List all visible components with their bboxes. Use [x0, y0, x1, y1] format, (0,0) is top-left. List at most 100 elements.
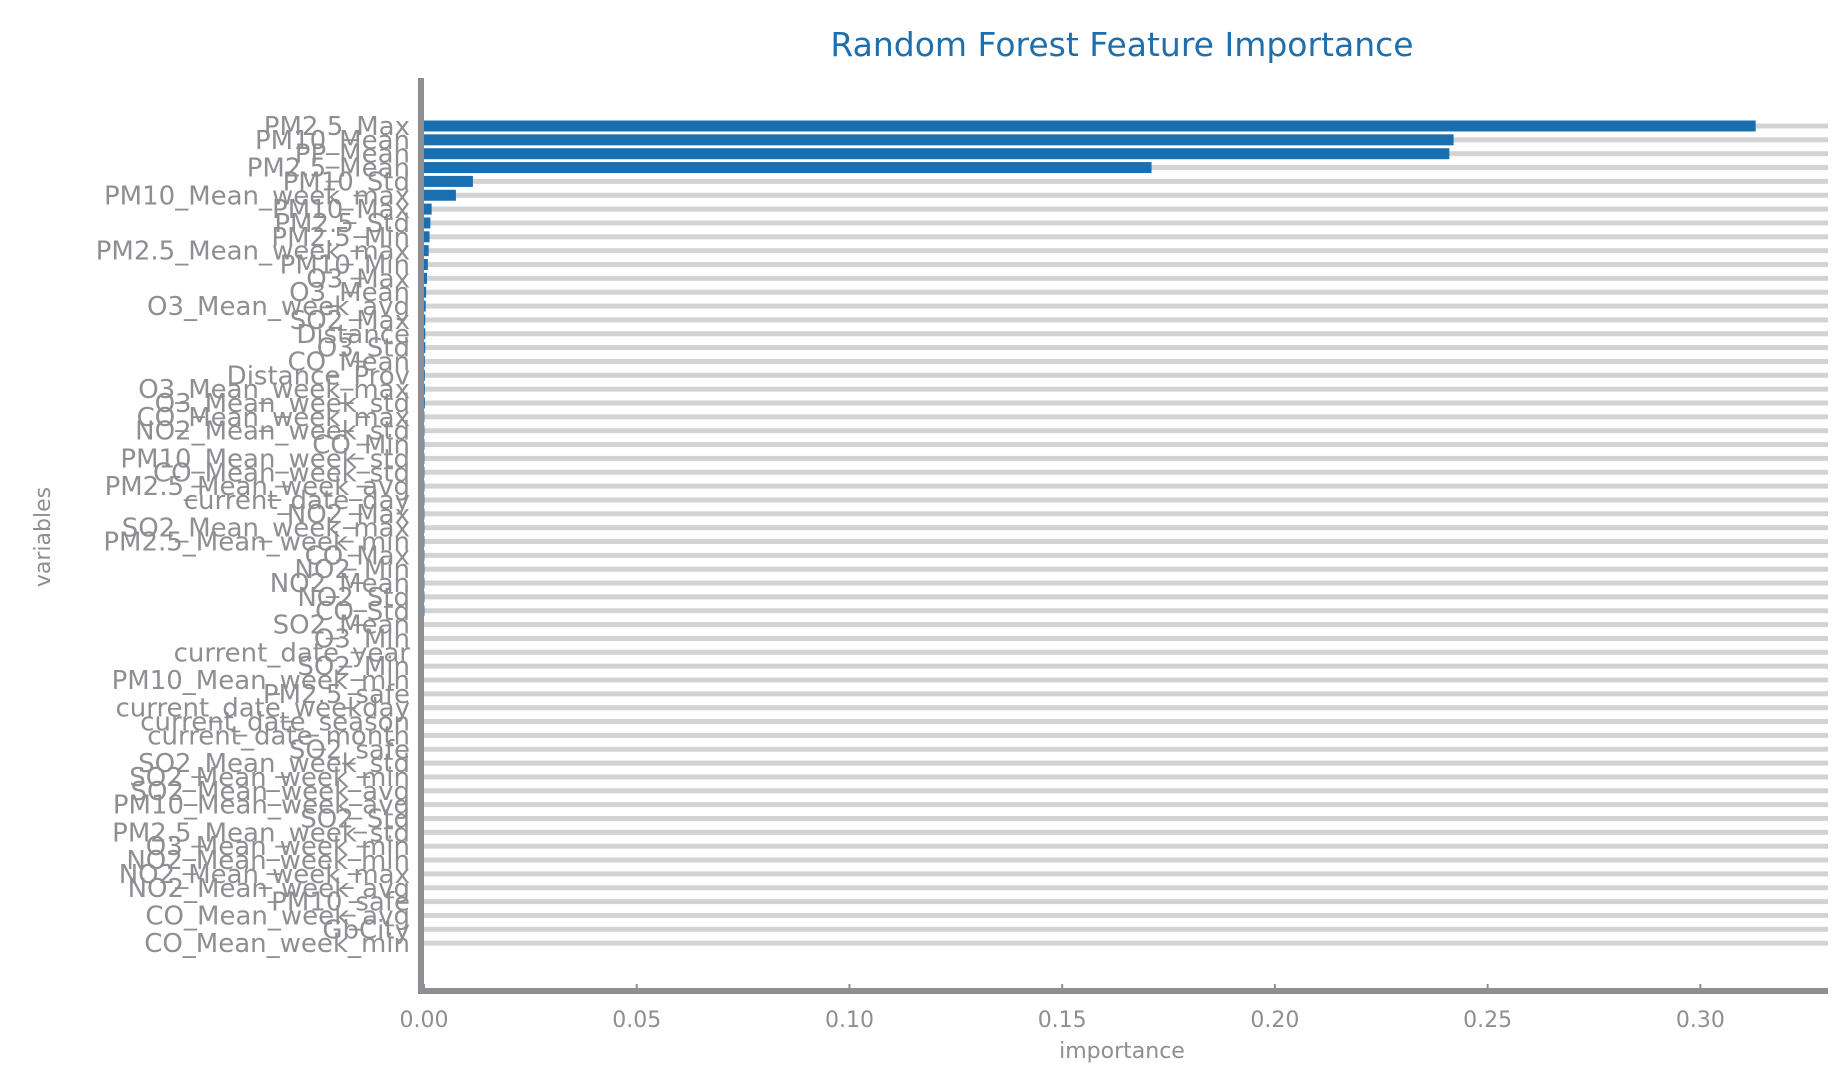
variable-label: PM2.5_Mean: [247, 154, 410, 184]
background-bar: [424, 206, 1828, 212]
background-bar: [424, 719, 1828, 725]
variable-label: NO2_Min: [294, 555, 410, 585]
variable-label: O3_Min: [314, 624, 410, 654]
background-bar: [424, 829, 1828, 835]
background-bar: [424, 622, 1828, 628]
background-bar: [424, 358, 1828, 364]
importance-bar: [424, 397, 425, 409]
variable-label: Distance: [296, 320, 410, 350]
variable-label: GbCity: [322, 915, 410, 945]
variable-label: PM10_Mean_week_avg: [113, 791, 410, 821]
background-bar: [424, 594, 1828, 600]
importance-bars: [424, 120, 1756, 617]
background-bar: [424, 912, 1828, 918]
background-bar: [424, 566, 1828, 572]
variable-label: PM2.5_Mean_week_max: [96, 237, 410, 267]
background-bar: [424, 275, 1828, 281]
variable-label: SO2_Mean: [273, 611, 410, 641]
background-bar: [424, 677, 1828, 683]
background-bar: [424, 760, 1828, 766]
importance-bar: [424, 342, 426, 354]
x-tick-label: 0.10: [825, 1008, 874, 1033]
background-bar: [424, 428, 1828, 434]
background-bar: [424, 802, 1828, 808]
background-bar: [424, 608, 1828, 614]
background-bar: [424, 248, 1828, 254]
importance-bar: [424, 245, 429, 257]
variable-label: SO2_Mean_week_min: [129, 763, 410, 793]
importance-bar: [424, 162, 1152, 174]
variable-label: PM10_Mean: [255, 126, 410, 156]
variable-label: SO2_Max: [290, 306, 410, 336]
background-bar: [424, 469, 1828, 475]
variable-label: current_date_weekday: [115, 694, 410, 724]
variable-label: NO2_Mean: [270, 569, 410, 599]
variable-label: PM2.5_safe: [263, 680, 410, 710]
background-bar: [424, 649, 1828, 655]
variable-label: PM2.5_Min: [271, 223, 410, 253]
variable-label: SO2_Min: [297, 652, 410, 682]
background-bar: [424, 871, 1828, 877]
importance-bar: [424, 259, 428, 270]
background-bar: [424, 234, 1828, 240]
chart-title: Random Forest Feature Importance: [830, 25, 1413, 64]
importance-bar: [424, 369, 425, 381]
variable-label: PM10_Mean_week_max: [104, 181, 410, 211]
variable-label: NO2_Max: [287, 500, 410, 530]
background-bar: [424, 220, 1828, 226]
x-axis-label: importance: [1059, 1039, 1185, 1064]
x-tick-label: 0.05: [612, 1008, 661, 1033]
background-bar: [424, 705, 1828, 711]
variable-label: current_date_year: [174, 638, 411, 668]
variable-label: NO2_Std: [297, 583, 410, 613]
variable-label: PM10_Max: [272, 195, 410, 225]
importance-bar: [424, 355, 425, 367]
background-bar: [424, 289, 1828, 295]
variable-label: SO2_safe: [289, 735, 410, 765]
variable-label: CO_Mean_week_std: [153, 458, 410, 488]
variable-label: PM2.5_Mean_week_std: [112, 818, 410, 848]
variable-label: PM2.5_Std: [274, 209, 410, 239]
background-bar: [424, 414, 1828, 420]
background-bar: [424, 732, 1828, 738]
variable-label: SO2_Mean_week_std: [138, 749, 410, 779]
x-axis-line: [418, 988, 1828, 994]
background-bar: [424, 774, 1828, 780]
background-bar: [424, 899, 1828, 905]
importance-bar: [424, 217, 431, 229]
variable-label: PM10_Mean_week_std: [120, 444, 410, 474]
variable-label: PM10_Std: [283, 167, 410, 197]
x-tick-label: 0.15: [1038, 1008, 1087, 1033]
importance-bar: [424, 328, 426, 340]
importance-bar: [424, 314, 426, 326]
variable-label: PM10_Mean_week_min: [112, 666, 410, 696]
importance-bar: [424, 300, 426, 312]
variable-label: CO_Mean_week_min: [144, 929, 410, 959]
variable-label: NO2_Mean_week_min: [126, 846, 410, 876]
background-bar: [424, 303, 1828, 309]
background-bar: [424, 372, 1828, 378]
background-bar: [424, 455, 1828, 461]
background-bar: [424, 345, 1828, 351]
background-grid-bars: [424, 123, 1828, 946]
importance-bar: [424, 134, 1454, 146]
importance-bar: [424, 120, 1756, 132]
importance-bar: [424, 286, 427, 298]
y-axis-line: [418, 78, 424, 994]
background-bar: [424, 497, 1828, 503]
variable-label: PM2.5_Mean_week_min: [103, 528, 410, 558]
background-bar: [424, 442, 1828, 448]
variable-label: O3_Std: [317, 334, 410, 364]
variable-label: CO_Max: [305, 541, 410, 571]
importance-bar: [424, 203, 432, 215]
variable-label: O3_Mean_week_max: [138, 375, 410, 405]
variable-label: CO_Std: [315, 597, 410, 627]
variable-label: PM2.5_Mean_week_avg: [105, 472, 410, 502]
variable-label: CO_Mean_week_avg: [145, 901, 410, 931]
background-bar: [424, 843, 1828, 849]
x-tick-label: 0.20: [1250, 1008, 1299, 1033]
importance-bar: [424, 272, 427, 284]
background-bar: [424, 816, 1828, 821]
variable-labels: PM2.5_MaxPM10_MeanPP_MeanPM2.5_MeanPM10_…: [96, 112, 411, 959]
